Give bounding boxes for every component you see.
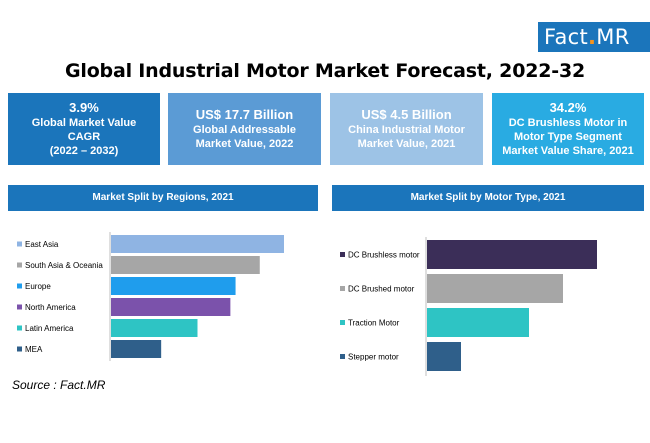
region-marker xyxy=(17,262,22,268)
kpi-dc-brushless-share-line: Motor Type Segment xyxy=(514,131,622,143)
region-bar xyxy=(111,277,236,295)
region-label: East Asia xyxy=(25,240,59,249)
region-label: South Asia & Oceania xyxy=(25,261,103,270)
region-label: MEA xyxy=(25,345,43,354)
motor-type-label: Traction Motor xyxy=(348,319,400,328)
regions-chart-title: Market Split by Regions, 2021 xyxy=(8,185,318,211)
kpi-cagr-line: (2022 – 2032) xyxy=(49,145,119,157)
kpi-global-value: US$ 17.7 Billion Global Addressable Mark… xyxy=(168,93,321,165)
region-label: Latin America xyxy=(25,324,74,333)
kpi-china-value-line: Market Value, 2021 xyxy=(357,138,456,150)
motor-type-bar xyxy=(427,308,529,337)
region-marker xyxy=(17,325,22,331)
region-bar xyxy=(111,340,162,358)
motor-type-chart-title: Market Split by Motor Type, 2021 xyxy=(332,185,644,211)
motor-type-label: DC Brushless motor xyxy=(348,251,420,260)
region-bar xyxy=(111,256,260,274)
region-bar xyxy=(111,235,284,253)
kpi-china-value: US$ 4.5 Billion China Industrial Motor M… xyxy=(330,93,483,165)
kpi-cagr-value: 3.9% xyxy=(69,100,99,115)
motor-type-bar xyxy=(427,274,563,303)
region-marker xyxy=(17,283,22,289)
motor-type-marker xyxy=(340,354,345,359)
region-marker xyxy=(17,346,22,352)
motor-type-label: DC Brushed motor xyxy=(348,285,415,294)
kpi-dc-brushless-share-value: 34.2% xyxy=(549,100,587,115)
region-bar xyxy=(111,319,198,337)
kpi-cagr: 3.9% Global Market Value CAGR (2022 – 20… xyxy=(8,93,160,165)
region-label: Europe xyxy=(25,282,51,291)
motor-type-label: Stepper motor xyxy=(348,353,399,362)
kpi-china-value-amount: US$ 4.5 Billion xyxy=(361,107,452,122)
kpi-dc-brushless-share-line: DC Brushless Motor in xyxy=(508,117,628,129)
kpi-global-value-line: Market Value, 2022 xyxy=(195,138,294,150)
region-label: North America xyxy=(25,303,76,312)
region-marker xyxy=(17,304,22,310)
motor-type-marker xyxy=(340,252,345,257)
kpi-dc-brushless-share: 34.2% DC Brushless Motor in Motor Type S… xyxy=(492,93,644,165)
region-bar xyxy=(111,298,231,316)
kpi-cagr-line: CAGR xyxy=(67,131,101,143)
region-marker xyxy=(17,241,22,247)
kpi-cagr-line: Global Market Value xyxy=(31,117,137,129)
kpi-china-value-line: China Industrial Motor xyxy=(348,124,465,136)
page-title: Global Industrial Motor Market Forecast,… xyxy=(65,60,585,82)
motor-type-marker xyxy=(340,320,345,325)
motor-type-bar xyxy=(427,240,597,269)
kpi-global-value-line: Global Addressable xyxy=(193,124,296,136)
motor-type-bar xyxy=(427,342,461,371)
kpi-global-value-amount: US$ 17.7 Billion xyxy=(195,107,294,122)
source-note: Source : Fact.MR xyxy=(12,378,106,392)
motor-type-marker xyxy=(340,286,345,291)
kpi-dc-brushless-share-line: Market Value Share, 2021 xyxy=(502,145,634,157)
fact-mr-logo: Fact.MR xyxy=(538,22,650,52)
